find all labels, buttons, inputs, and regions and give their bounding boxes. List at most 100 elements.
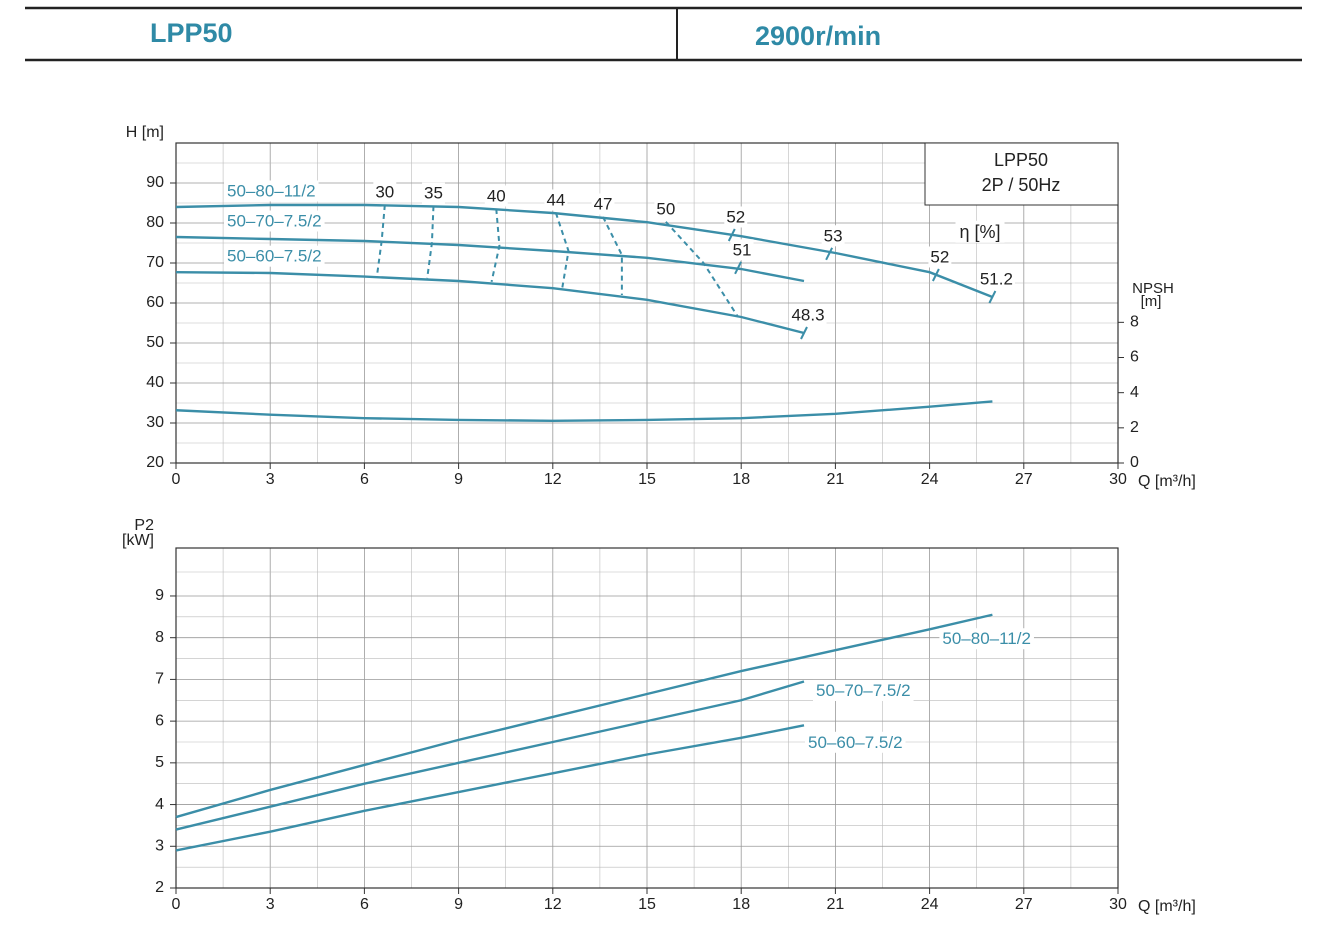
y-tick-label: 50 <box>146 334 164 351</box>
header-speed: 2900r/min <box>755 21 881 51</box>
efficiency-isoline <box>375 204 386 276</box>
x-tick-label: 3 <box>266 471 275 488</box>
y-tick-label: 8 <box>155 629 164 646</box>
efficiency-tick <box>734 261 742 275</box>
label-background <box>939 628 1034 650</box>
x-tick-label: 24 <box>921 896 939 913</box>
x-tick-label: 18 <box>732 471 750 488</box>
label-background <box>373 181 397 203</box>
y-tick-label: 40 <box>146 374 164 391</box>
y2-tick-label: 4 <box>1130 384 1139 401</box>
series-label: 50–70–7.5/2 <box>816 681 911 700</box>
y-tick-label: 90 <box>146 174 164 191</box>
x-tick-label: 21 <box>827 471 845 488</box>
efficiency-point-label: 52 <box>726 207 745 226</box>
efficiency-value: 44 <box>546 190 565 209</box>
y-tick-label: 80 <box>146 214 164 231</box>
efficiency-value: 47 <box>594 194 613 213</box>
note-line: LPP50 <box>994 150 1048 170</box>
label-background <box>821 225 845 247</box>
label-background <box>724 206 748 228</box>
efficiency-point-label: 51.2 <box>980 269 1013 288</box>
x-tick-label: 21 <box>827 896 845 913</box>
note-box <box>924 142 1119 206</box>
series-line <box>175 271 805 335</box>
y-axis-label: [kW] <box>122 532 154 549</box>
efficiency-value: 50 <box>656 199 675 218</box>
y2-axis-label: NPSH <box>1132 280 1174 297</box>
label-background <box>591 193 615 215</box>
y-tick-label: 4 <box>155 796 164 813</box>
efficiency-value: 40 <box>487 186 506 205</box>
label-background <box>654 198 678 220</box>
efficiency-point-label: 48.3 <box>791 305 824 324</box>
label-background <box>484 185 508 207</box>
y-tick-label: 2 <box>155 879 164 896</box>
y2-tick-label: 0 <box>1130 454 1139 471</box>
x-tick-label: 12 <box>544 471 562 488</box>
x-tick-label: 12 <box>544 896 562 913</box>
y2-axis-label: [m] <box>1141 293 1162 310</box>
x-tick-label: 6 <box>360 896 369 913</box>
x-tick-label: 30 <box>1109 471 1127 488</box>
y-tick-label: 60 <box>146 294 164 311</box>
efficiency-tick <box>800 326 808 340</box>
y-axis-label: P2 <box>134 517 154 534</box>
x-tick-label: 9 <box>454 471 463 488</box>
efficiency-isoline <box>554 212 570 289</box>
efficiency-point-label: 53 <box>824 226 843 245</box>
x-tick-label: 6 <box>360 471 369 488</box>
efficiency-tick <box>825 247 834 261</box>
label-background <box>730 239 754 261</box>
series-label: 50–80–11/2 <box>227 181 316 200</box>
label-background <box>224 180 319 202</box>
series-label: 50–60–7.5/2 <box>808 733 903 752</box>
efficiency-tick <box>727 228 736 242</box>
header-model: LPP50 <box>150 18 233 48</box>
label-background <box>789 304 827 326</box>
efficiency-value: 30 <box>375 182 394 201</box>
x-tick-label: 3 <box>266 896 275 913</box>
label-background <box>422 182 445 204</box>
efficiency-isoline <box>665 221 739 318</box>
label-background <box>955 220 1005 243</box>
x-tick-label: 30 <box>1109 896 1127 913</box>
label-background <box>805 731 906 753</box>
series-line <box>175 680 805 831</box>
efficiency-tick <box>988 290 997 304</box>
series-line <box>175 203 993 299</box>
series-label: 50–60–7.5/2 <box>227 247 322 266</box>
x-tick-label: 18 <box>732 896 750 913</box>
series-line <box>175 724 805 852</box>
series-label: 50–70–7.5/2 <box>227 211 322 230</box>
series-line <box>175 613 993 819</box>
efficiency-label: η [%] <box>959 222 1000 242</box>
x-axis-label: Q [m³/h] <box>1138 898 1196 915</box>
series-label: 50–80–11/2 <box>942 629 1031 648</box>
y-tick-label: 30 <box>146 414 164 431</box>
efficiency-tick <box>931 268 940 282</box>
efficiency-isoline <box>426 206 435 279</box>
x-tick-label: 0 <box>172 896 181 913</box>
y-tick-label: 5 <box>155 754 164 771</box>
label-background <box>544 189 568 211</box>
label-background <box>224 245 325 267</box>
label-background <box>224 210 325 232</box>
label-background <box>977 268 1015 290</box>
x-tick-label: 27 <box>1015 896 1033 913</box>
series-line <box>175 400 993 423</box>
x-tick-label: 24 <box>921 471 939 488</box>
x-tick-label: 15 <box>638 896 656 913</box>
y-tick-label: 3 <box>155 838 164 855</box>
efficiency-isoline <box>490 208 501 283</box>
label-background <box>928 246 952 268</box>
y-tick-label: 70 <box>146 254 164 271</box>
efficiency-point-label: 51 <box>733 240 752 259</box>
y-axis-label: H [m] <box>126 124 164 141</box>
x-axis-label: Q [m³/h] <box>1138 473 1196 490</box>
y-tick-label: 20 <box>146 454 164 471</box>
y-tick-label: 6 <box>155 712 164 729</box>
x-tick-label: 0 <box>172 471 181 488</box>
